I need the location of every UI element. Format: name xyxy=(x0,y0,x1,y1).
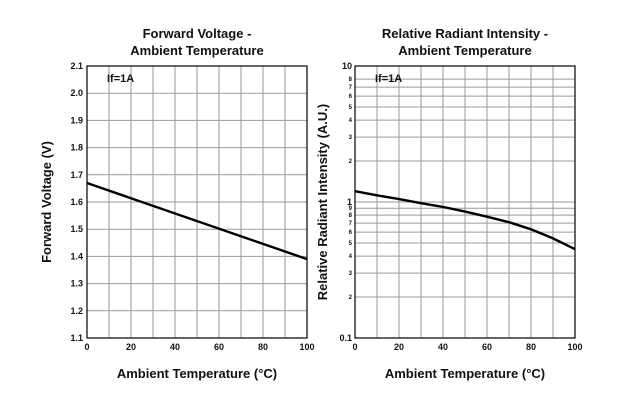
y-axis-label: Relative Radiant Intensity (A.U.) xyxy=(315,104,330,300)
chart-title-line-1: Relative Radiant Intensity - xyxy=(382,26,548,41)
y-minor-tick-label: 3 xyxy=(349,271,353,277)
y-minor-tick-label: 4 xyxy=(349,254,353,260)
y-tick-label: 2.0 xyxy=(70,88,83,98)
x-tick-label: 0 xyxy=(84,342,89,352)
y-tick-label: 1.8 xyxy=(70,143,83,153)
y-tick-label: 1.4 xyxy=(70,251,83,261)
x-tick-label: 80 xyxy=(258,342,268,352)
plot-frame xyxy=(354,65,576,339)
y-minor-tick-label: 6 xyxy=(349,94,353,100)
y-minor-tick-label: 7 xyxy=(349,221,353,227)
series xyxy=(86,181,308,261)
y-minor-tick-label: 5 xyxy=(349,105,353,111)
y-minor-tick-label: 7 xyxy=(349,85,353,91)
series-line xyxy=(86,181,308,261)
x-axis-label: Ambient Temperature (°C) xyxy=(117,366,277,381)
y-minor-tick-label: 5 xyxy=(349,241,353,247)
y-axis-ticks: 1.1 1.2 1.3 1.4 1.5 1.6 1.7 1.8 1.9 2.0 2.1 xyxy=(70,61,83,343)
plot-frame xyxy=(86,65,308,339)
y-minor-tick-label: 2 xyxy=(349,159,353,165)
x-tick-label: 100 xyxy=(299,342,314,352)
y-major-tick-label: 10 xyxy=(342,61,352,71)
y-minor-tick-label: 4 xyxy=(349,118,353,124)
x-tick-label: 60 xyxy=(482,342,492,352)
x-axis-ticks: 0 20 40 60 80 100 xyxy=(352,342,582,352)
y-tick-label: 1.1 xyxy=(70,333,83,343)
y-tick-label: 1.9 xyxy=(70,115,83,125)
condition-annotation: If=1A xyxy=(375,73,402,85)
y-major-tick-label: 1 xyxy=(347,197,352,207)
y-minor-tick-label: 8 xyxy=(349,77,353,83)
x-axis-label: Ambient Temperature (°C) xyxy=(385,366,545,381)
grid xyxy=(354,65,576,339)
y-tick-label: 1.5 xyxy=(70,224,83,234)
x-tick-label: 0 xyxy=(352,342,357,352)
x-axis-ticks: 0 20 40 60 80 100 xyxy=(84,342,314,352)
y-tick-label: 1.7 xyxy=(70,170,83,180)
y-major-tick-label: 0.1 xyxy=(339,333,352,343)
series xyxy=(354,190,576,251)
chart-title-line-1: Forward Voltage - xyxy=(143,26,252,41)
chart-title-line-2: Ambient Temperature xyxy=(130,43,263,58)
x-tick-label: 60 xyxy=(214,342,224,352)
condition-annotation: If=1A xyxy=(107,73,134,85)
y-tick-label: 2.1 xyxy=(70,61,83,71)
y-minor-tick-label: 8 xyxy=(349,213,353,219)
forward-voltage-chart: Forward Voltage - Ambient Temperature 1.… xyxy=(39,26,315,381)
y-minor-tick-label: 3 xyxy=(349,135,353,141)
y-axis-label: Forward Voltage (V) xyxy=(39,141,54,263)
series-line xyxy=(354,190,576,251)
y-minor-tick-label: 6 xyxy=(349,230,353,236)
y-tick-label: 1.6 xyxy=(70,197,83,207)
x-tick-label: 20 xyxy=(394,342,404,352)
y-minor-tick-label: 2 xyxy=(349,295,353,301)
x-tick-label: 100 xyxy=(567,342,582,352)
x-tick-label: 40 xyxy=(170,342,180,352)
y-tick-label: 1.2 xyxy=(70,306,83,316)
x-tick-label: 40 xyxy=(438,342,448,352)
x-tick-label: 80 xyxy=(526,342,536,352)
chart-title-line-2: Ambient Temperature xyxy=(398,43,531,58)
x-tick-label: 20 xyxy=(126,342,136,352)
y-minor-tick-label: 9 xyxy=(349,206,353,212)
relative-radiant-intensity-chart: Relative Radiant Intensity - Ambient Tem… xyxy=(315,26,583,381)
y-tick-label: 1.3 xyxy=(70,279,83,289)
